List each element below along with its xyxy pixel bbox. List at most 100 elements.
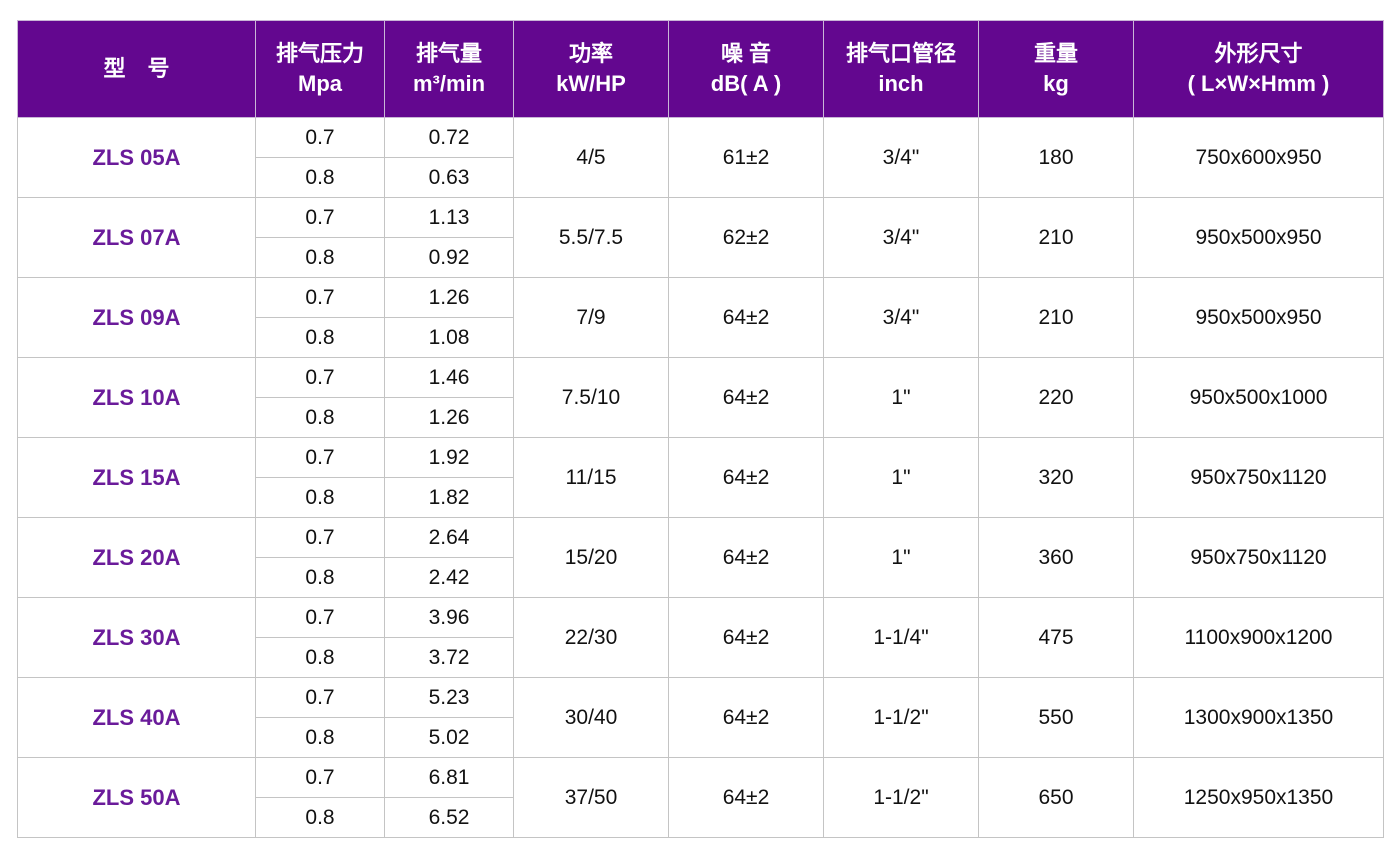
power-cell: 37/50 (513, 757, 669, 838)
power-cell: 11/15 (513, 437, 669, 518)
flow-cell: 3.96 (384, 597, 514, 638)
table-row: ZLS 09A 0.7 1.26 7/9 64±2 3/4" 210 950x500x950 (17, 277, 1384, 358)
table-row: ZLS 15A 0.7 1.92 11/15 64±2 1" 320 950x750x1120 (17, 437, 1384, 518)
pressure-cell: 0.7 (255, 357, 385, 398)
weight-cell: 220 (978, 357, 1134, 438)
table-subrow: 0.8 1.26 (18, 397, 1384, 438)
noise-cell: 64±2 (668, 517, 824, 598)
model-cell: ZLS 07A (17, 197, 256, 278)
flow-cell: 1.82 (384, 477, 514, 518)
pressure-cell: 0.8 (255, 477, 385, 518)
outlet-cell: 1" (823, 517, 979, 598)
table-subrow: 0.8 6.52 (18, 797, 1384, 838)
table-row: ZLS 30A 0.7 3.96 22/30 64±2 1-1/4" 475 1100x900… (17, 597, 1384, 678)
dimensions-cell: 750x600x950 (1133, 117, 1384, 198)
model-cell: ZLS 50A (17, 757, 256, 838)
model-cell: ZLS 40A (17, 677, 256, 758)
model-cell: ZLS 09A (17, 277, 256, 358)
power-cell: 4/5 (513, 117, 669, 198)
flow-cell: 2.64 (384, 517, 514, 558)
header-label: Mpa (298, 71, 342, 96)
flow-cell: 2.42 (384, 557, 514, 598)
header-label: m³/min (412, 71, 486, 96)
flow-cell: 0.72 (384, 117, 514, 158)
header-label: 噪 音 (720, 41, 772, 66)
weight-cell: 475 (978, 597, 1134, 678)
power-cell: 7.5/10 (513, 357, 669, 438)
dimensions-cell: 1250x950x1350 (1133, 757, 1384, 838)
header-label: 排气量 (415, 41, 482, 66)
pressure-cell: 0.7 (255, 517, 385, 558)
pressure-cell: 0.8 (255, 637, 385, 678)
power-cell: 30/40 (513, 677, 669, 758)
pressure-cell: 0.7 (255, 277, 385, 318)
header-label: 排气压力 (275, 41, 364, 66)
flow-cell: 5.02 (384, 717, 514, 758)
model-cell: ZLS 20A (17, 517, 256, 598)
flow-cell: 1.92 (384, 437, 514, 478)
power-cell: 22/30 (513, 597, 669, 678)
pressure-cell: 0.8 (255, 237, 385, 278)
model-cell: ZLS 15A (17, 437, 256, 518)
noise-cell: 64±2 (668, 437, 824, 518)
noise-cell: 64±2 (668, 357, 824, 438)
header-row: 型 号 排气压力 Mpa 排气量 m³/min 功率 kW/HP 噪 音 dB( A ) 排气口管… (17, 20, 1384, 118)
pressure-cell: 0.7 (255, 677, 385, 718)
flow-cell: 1.26 (384, 397, 514, 438)
weight-cell: 320 (978, 437, 1134, 518)
outlet-cell: 1-1/4" (823, 597, 979, 678)
header-label: 功率 (568, 41, 613, 66)
noise-cell: 61±2 (668, 117, 824, 198)
flow-cell: 6.81 (384, 757, 514, 798)
pressure-cell: 0.7 (255, 597, 385, 638)
outlet-cell: 1-1/2" (823, 757, 979, 838)
flow-cell: 1.13 (384, 197, 514, 238)
weight-cell: 210 (978, 197, 1134, 278)
flow-cell: 1.26 (384, 277, 514, 318)
pressure-cell: 0.7 (255, 197, 385, 238)
pressure-cell: 0.7 (255, 117, 385, 158)
dimensions-cell: 1100x900x1200 (1133, 597, 1384, 678)
flow-cell: 1.46 (384, 357, 514, 398)
weight-cell: 360 (978, 517, 1134, 598)
dimensions-cell: 950x500x950 (1133, 197, 1384, 278)
pressure-cell: 0.7 (255, 757, 385, 798)
pressure-cell: 0.8 (255, 397, 385, 438)
dimensions-cell: 950x750x1120 (1133, 517, 1384, 598)
header-weight: 重量 kg (978, 20, 1134, 118)
flow-cell: 0.92 (384, 237, 514, 278)
noise-cell: 64±2 (668, 757, 824, 838)
table-row: ZLS 20A 0.7 2.64 15/20 64±2 1" 360 950x750x1120 (17, 517, 1384, 598)
header-label: dB( A ) (710, 71, 782, 96)
spec-table: 型 号 排气压力 Mpa 排气量 m³/min 功率 kW/HP 噪 音 dB( A ) 排气口管… (17, 20, 1384, 838)
table-subrow: 0.8 0.92 (18, 237, 1384, 278)
power-cell: 7/9 (513, 277, 669, 358)
flow-cell: 0.63 (384, 157, 514, 198)
pressure-cell: 0.8 (255, 717, 385, 758)
weight-cell: 180 (978, 117, 1134, 198)
pressure-cell: 0.8 (255, 157, 385, 198)
pressure-cell: 0.8 (255, 797, 385, 838)
model-cell: ZLS 10A (17, 357, 256, 438)
flow-cell: 1.08 (384, 317, 514, 358)
table-row: ZLS 40A 0.7 5.23 30/40 64±2 1-1/2" 550 1300x900… (17, 677, 1384, 758)
dimensions-cell: 1300x900x1350 (1133, 677, 1384, 758)
pressure-cell: 0.8 (255, 317, 385, 358)
power-cell: 15/20 (513, 517, 669, 598)
header-flow: 排气量 m³/min (384, 20, 514, 118)
flow-cell: 5.23 (384, 677, 514, 718)
pressure-cell: 0.8 (255, 557, 385, 598)
table-row: ZLS 10A 0.7 1.46 7.5/10 64±2 1" 220 950x500x100… (17, 357, 1384, 438)
header-outlet: 排气口管径 inch (823, 20, 979, 118)
outlet-cell: 1-1/2" (823, 677, 979, 758)
weight-cell: 210 (978, 277, 1134, 358)
model-cell: ZLS 30A (17, 597, 256, 678)
weight-cell: 550 (978, 677, 1134, 758)
model-cell: ZLS 05A (17, 117, 256, 198)
power-cell: 5.5/7.5 (513, 197, 669, 278)
header-label: ( L×W×Hmm ) (1187, 71, 1330, 96)
header-dimensions: 外形尺寸 ( L×W×Hmm ) (1133, 20, 1384, 118)
dimensions-cell: 950x500x1000 (1133, 357, 1384, 438)
dimensions-cell: 950x750x1120 (1133, 437, 1384, 518)
table-row: ZLS 07A 0.7 1.13 5.5/7.5 62±2 3/4" 210 950x500x… (17, 197, 1384, 278)
